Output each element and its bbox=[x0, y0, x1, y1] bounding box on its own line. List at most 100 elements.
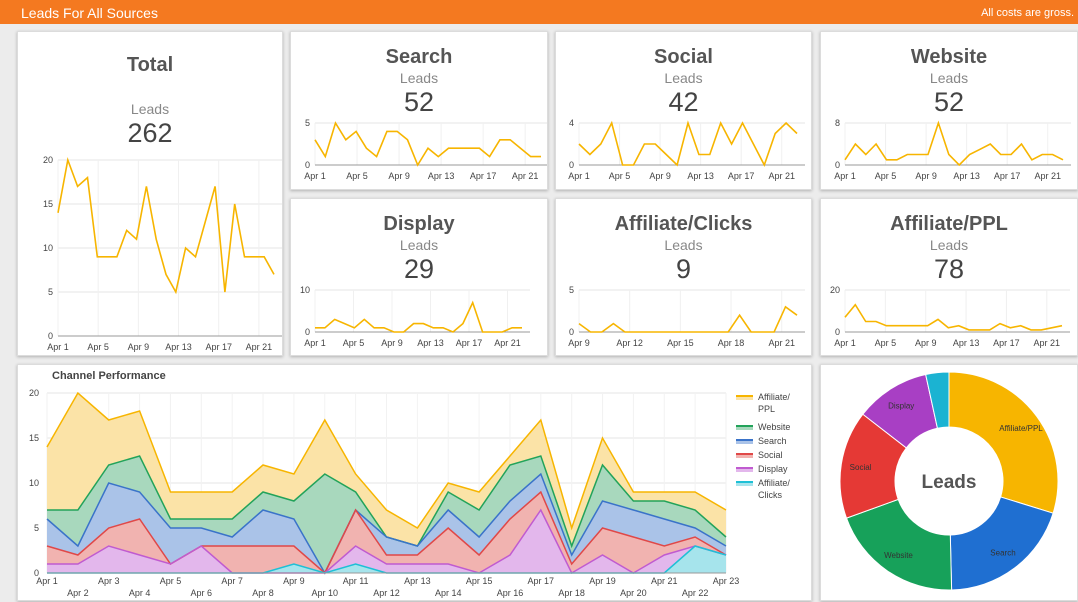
slice-label: Affiliate/PPL bbox=[999, 424, 1043, 433]
x-tick-label: Apr 17 bbox=[205, 342, 232, 352]
x-tick-label: Apr 3 bbox=[98, 576, 120, 586]
legend-label: Affiliate/ bbox=[758, 478, 790, 488]
y-tick-label: 20 bbox=[830, 285, 840, 295]
card-channel-performance: Channel Performance 0 5 10 15 20 Apr 1 Apr 3 Apr… bbox=[17, 364, 812, 601]
y-tick-label: 10 bbox=[300, 285, 310, 295]
y-tick-label: 20 bbox=[43, 155, 53, 165]
x-tick-label: Apr 21 bbox=[768, 171, 795, 181]
y-tick-label: 0 bbox=[305, 160, 310, 170]
card-value: 9 bbox=[675, 254, 692, 284]
card-title: Website bbox=[910, 46, 988, 68]
y-tick-label: 5 bbox=[305, 118, 310, 128]
card-title: Social bbox=[654, 46, 713, 68]
x-tick-label: Apr 1 bbox=[304, 171, 326, 181]
x-tick-label: Apr 11 bbox=[343, 576, 369, 586]
x-tick-label: Apr 17 bbox=[456, 338, 483, 348]
y-tick-label: 15 bbox=[29, 433, 39, 443]
affiliate-clicks-line-chart: 0 5 Apr 9 Apr 12 Apr 15 Apr 18 Apr 21 bbox=[568, 285, 805, 348]
x-tick-label: Apr 7 bbox=[221, 576, 243, 586]
card-subtitle: Leads bbox=[399, 70, 439, 86]
x-tick-label: Apr 23 bbox=[713, 576, 740, 586]
series-line bbox=[578, 120, 798, 168]
x-tick-label: Apr 17 bbox=[994, 171, 1021, 181]
card-total[interactable]: Total Leads 262 0 5 10 15 20 Apr 1 Apr 5 Apr 9 A… bbox=[17, 31, 283, 356]
series-line bbox=[46, 490, 727, 575]
x-tick-label: Apr 8 bbox=[252, 588, 274, 598]
x-tick-label: Apr 5 bbox=[346, 171, 368, 181]
x-tick-label: Apr 19 bbox=[589, 576, 616, 586]
card-social[interactable]: Social Leads 42 0 4 Apr 1 Apr 5 Apr 9 Apr 13 A… bbox=[555, 31, 812, 190]
x-tick-label: Apr 21 bbox=[768, 338, 795, 348]
x-tick-label: Apr 9 bbox=[915, 338, 937, 348]
legend-label: Website bbox=[758, 422, 790, 432]
channel-performance-chart: Channel Performance 0 5 10 15 20 Apr 1 Apr 3 Apr… bbox=[29, 370, 790, 598]
x-tick-label: Apr 21 bbox=[494, 338, 521, 348]
legend-swatch-fill bbox=[736, 441, 753, 444]
card-affiliate-clicks[interactable]: Affiliate/Clicks Leads 9 0 5 Apr 9 Apr 12 Ap… bbox=[555, 198, 812, 356]
y-tick-label: 0 bbox=[835, 327, 840, 337]
legend-swatch-fill bbox=[736, 483, 753, 486]
x-tick-label: Apr 21 bbox=[651, 576, 678, 586]
slice-label: Display bbox=[888, 401, 914, 410]
y-tick-label: 0 bbox=[305, 327, 310, 337]
card-subtitle: Leads bbox=[664, 70, 703, 86]
header-bar: Leads For All Sources All costs are gros… bbox=[0, 0, 1078, 24]
chart-title: Channel Performance bbox=[52, 370, 166, 382]
x-tick-label: Apr 9 bbox=[381, 338, 403, 348]
x-tick-label: Apr 1 bbox=[834, 171, 856, 181]
x-tick-label: Apr 5 bbox=[160, 576, 182, 586]
x-tick-label: Apr 21 bbox=[512, 171, 539, 181]
x-tick-label: Apr 18 bbox=[558, 588, 585, 598]
card-subtitle: Leads bbox=[130, 101, 170, 117]
website-line-chart: 0 8 Apr 1 Apr 5 Apr 9 Apr 13 Apr 17 Apr 21 bbox=[834, 118, 1071, 181]
display-line-chart: 0 10 Apr 1 Apr 5 Apr 9 Apr 13 Apr 17 Apr 21 bbox=[300, 285, 530, 348]
legend-swatch-fill bbox=[736, 427, 753, 430]
slice-label: Social bbox=[850, 463, 872, 472]
x-tick-label: Apr 22 bbox=[682, 588, 709, 598]
card-website[interactable]: Website Leads 52 0 8 Apr 1 Apr 5 Apr 9 Apr 13… bbox=[820, 31, 1078, 190]
card-value: 52 bbox=[933, 87, 965, 117]
x-tick-label: Apr 17 bbox=[470, 171, 497, 181]
x-tick-label: Apr 1 bbox=[36, 576, 58, 586]
card-display[interactable]: Display Leads 29 0 10 Apr 1 Apr 5 Apr 9 Apr 1… bbox=[290, 198, 548, 356]
series-line bbox=[314, 121, 541, 167]
x-tick-label: Apr 9 bbox=[128, 342, 150, 352]
x-tick-label: Apr 1 bbox=[568, 171, 590, 181]
card-title: Total bbox=[126, 54, 174, 76]
legend-label: PPL bbox=[758, 404, 775, 414]
card-subtitle: Leads bbox=[929, 70, 969, 86]
series-area bbox=[47, 492, 726, 573]
card-value: 42 bbox=[668, 87, 699, 117]
x-tick-label: Apr 15 bbox=[466, 576, 493, 586]
legend-label: Search bbox=[758, 436, 787, 446]
x-tick-label: Apr 12 bbox=[616, 338, 643, 348]
donut-slice bbox=[949, 496, 1054, 591]
y-tick-label: 15 bbox=[43, 199, 53, 209]
legend-swatch-fill bbox=[736, 469, 753, 472]
x-tick-label: Apr 9 bbox=[283, 576, 305, 586]
y-tick-label: 0 bbox=[48, 331, 53, 341]
donut-slice bbox=[948, 371, 1059, 514]
card-affiliate-ppl[interactable]: Affiliate/PPL Leads 78 0 20 Apr 1 Apr 5 Apr … bbox=[820, 198, 1078, 356]
y-tick-label: 5 bbox=[569, 285, 574, 295]
series-area bbox=[47, 393, 726, 546]
x-tick-label: Apr 14 bbox=[435, 588, 462, 598]
card-search[interactable]: Search Leads 52 0 5 Apr 1 Apr 5 Apr 9 Apr 13 A… bbox=[290, 31, 548, 190]
x-tick-label: Apr 21 bbox=[246, 342, 273, 352]
x-tick-label: Apr 9 bbox=[568, 338, 590, 348]
x-tick-label: Apr 5 bbox=[875, 338, 897, 348]
donut-slice bbox=[925, 371, 950, 429]
y-tick-label: 8 bbox=[835, 118, 840, 128]
x-tick-label: Apr 17 bbox=[993, 338, 1020, 348]
series-line bbox=[46, 391, 727, 531]
series-line bbox=[844, 303, 1063, 331]
x-tick-label: Apr 13 bbox=[953, 338, 980, 348]
x-tick-label: Apr 13 bbox=[687, 171, 714, 181]
x-tick-label: Apr 17 bbox=[728, 171, 755, 181]
x-tick-label: Apr 9 bbox=[649, 171, 671, 181]
card-title: Affiliate/Clicks bbox=[614, 213, 753, 235]
leads-donut-chart: Affiliate/PPL Search Website Social Display L… bbox=[839, 371, 1059, 591]
card-value: 52 bbox=[403, 87, 435, 117]
card-subtitle: Leads bbox=[399, 237, 439, 253]
y-tick-label: 10 bbox=[43, 243, 53, 253]
